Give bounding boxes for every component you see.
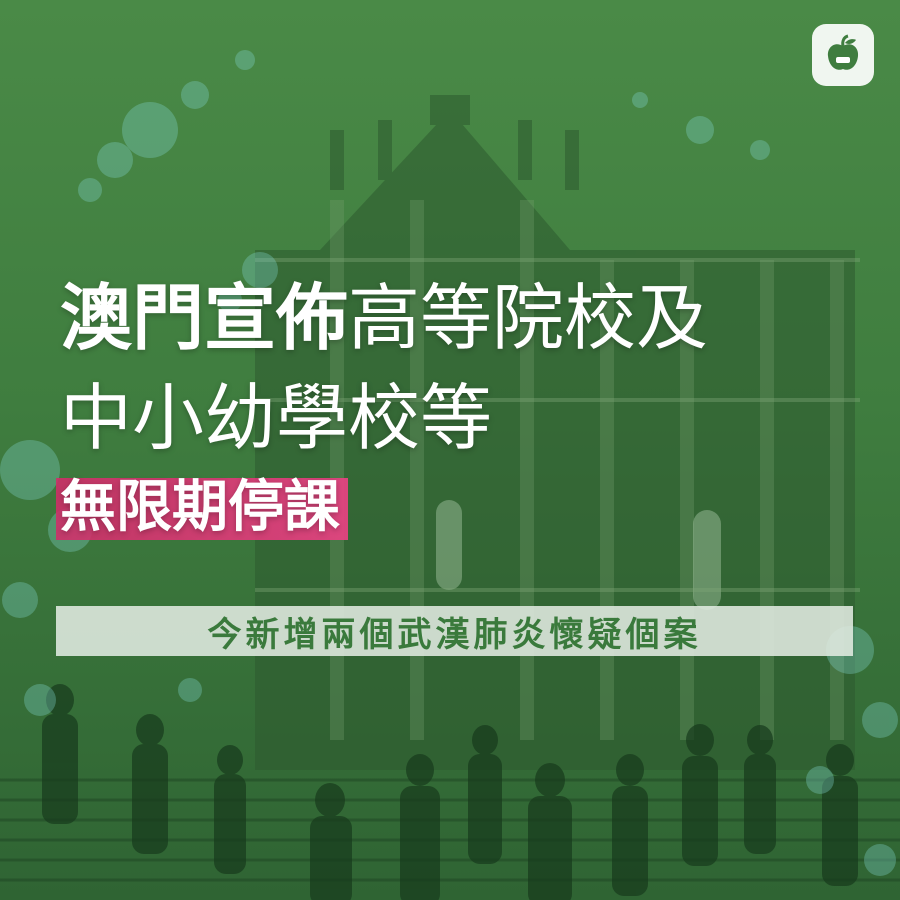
headline-bold-text: 澳門宣佈 xyxy=(60,276,348,360)
subheadline-text: 今新增兩個武漢肺炎懷疑個案 xyxy=(208,607,702,656)
headline: 澳門宣佈高等院校及 中小幼學校等 無限期停課 xyxy=(60,282,880,540)
headline-line-2: 中小幼學校等 xyxy=(60,382,880,454)
subheadline-bar: 今新增兩個武漢肺炎懷疑個案 xyxy=(56,606,853,656)
headline-thin-text: 高等院校及 xyxy=(348,276,708,360)
headline-highlight: 無限期停課 xyxy=(56,478,348,540)
headline-line-1: 澳門宣佈高等院校及 xyxy=(60,282,880,354)
apple-icon xyxy=(821,33,865,77)
apple-logo xyxy=(812,24,874,86)
